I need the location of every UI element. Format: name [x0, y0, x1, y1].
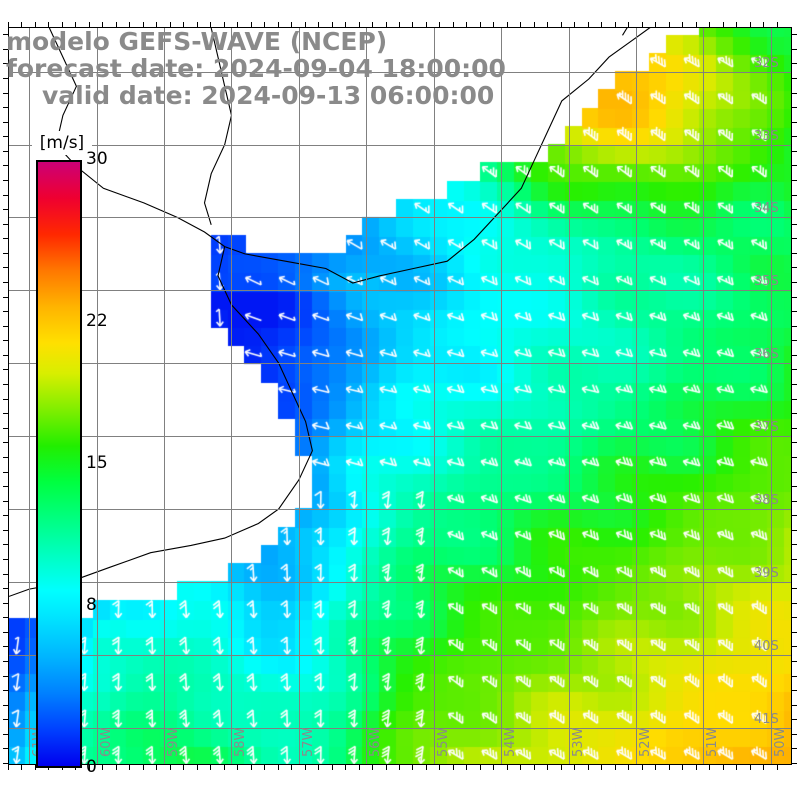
longitude-label: 54W	[503, 727, 519, 757]
gridline-vertical	[97, 28, 98, 764]
longitude-label: 60W	[98, 727, 114, 757]
colorbar-tick-label: 15	[86, 453, 108, 473]
latitude-label: 37S	[754, 420, 779, 436]
gridline-horizontal	[9, 582, 791, 583]
gridline-vertical	[434, 28, 435, 764]
longitude-label: 57W	[300, 727, 316, 757]
gridline-horizontal	[9, 72, 791, 73]
gridline-vertical	[501, 28, 502, 764]
gridline-vertical	[569, 28, 570, 764]
latitude-label: 35S	[754, 274, 779, 290]
longitude-label: 53W	[570, 727, 586, 757]
colorbar-tick-label: 30	[86, 149, 108, 169]
colorbar-gradient	[36, 160, 82, 768]
colorbar[interactable]	[36, 160, 82, 768]
gridline-vertical	[231, 28, 232, 764]
latitude-label: 41S	[754, 711, 779, 727]
longitude-label: 59W	[166, 727, 182, 757]
latitude-label: 33S	[754, 128, 779, 144]
latitude-label: 36S	[754, 347, 779, 363]
gridline-horizontal	[9, 217, 791, 218]
longitude-label: 55W	[435, 727, 451, 757]
colorbar-unit-label: [m/s]	[32, 131, 92, 155]
map-frame[interactable]	[8, 27, 792, 765]
gridline-horizontal	[9, 436, 791, 437]
gridline-horizontal	[9, 509, 791, 510]
longitude-label: 56W	[368, 727, 384, 757]
latitude-label: 32S	[754, 55, 779, 71]
longitude-label: 51W	[705, 727, 721, 757]
gridline-horizontal	[9, 363, 791, 364]
gridline-horizontal	[9, 655, 791, 656]
latitude-label: 40S	[754, 638, 779, 654]
colorbar-tick-label: 0	[86, 757, 97, 777]
gridline-vertical	[164, 28, 165, 764]
colorbar-tick-label: 22	[86, 311, 108, 332]
gridline-vertical	[636, 28, 637, 764]
gridline-vertical	[299, 28, 300, 764]
gridline-horizontal	[9, 145, 791, 146]
latitude-label: 34S	[754, 201, 779, 217]
colorbar-tick-label: 8	[86, 594, 97, 615]
gridline-vertical	[771, 28, 772, 764]
gridline-horizontal	[9, 728, 791, 729]
latitude-label: 39S	[754, 565, 779, 581]
gridline-horizontal	[9, 290, 791, 291]
longitude-label: 50W	[772, 727, 788, 757]
gridline-vertical	[366, 28, 367, 764]
wind-speed-heatmap	[9, 28, 791, 764]
gridline-vertical	[29, 28, 30, 764]
longitude-label: 52W	[637, 727, 653, 757]
longitude-label: 58W	[233, 727, 249, 757]
latitude-label: 38S	[754, 492, 779, 508]
gridline-vertical	[703, 28, 704, 764]
